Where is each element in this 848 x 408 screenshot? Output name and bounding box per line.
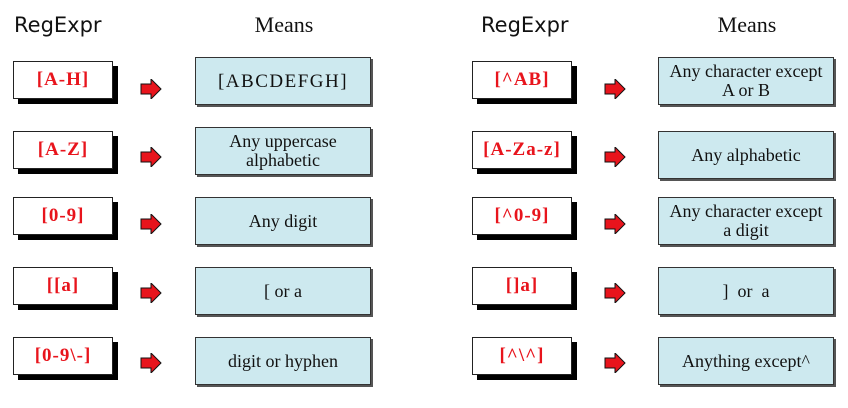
right-arrow-icon [604, 79, 626, 99]
right-regexpr-header: RegExpr [481, 13, 569, 37]
regex-expression-box: [^\^] [472, 337, 572, 375]
right-arrow-icon [140, 79, 162, 99]
meaning-box: Any character except a digit [658, 197, 834, 245]
left-means-header: Means [254, 12, 314, 37]
regex-expression-box: []a] [472, 267, 572, 305]
right-arrow-icon [604, 283, 626, 303]
right-means-header: Means [717, 12, 777, 37]
meaning-box: Anything except^ [658, 337, 834, 385]
meaning-box: Any digit [195, 197, 371, 245]
meaning-box: digit or hyphen [195, 337, 371, 385]
meaning-box: ] or a [658, 267, 834, 315]
right-arrow-icon [140, 147, 162, 167]
meaning-box: Any uppercase alphabetic [195, 127, 371, 175]
regex-expression-box: [^AB] [472, 61, 572, 99]
regex-expression-box: [^0-9] [472, 197, 572, 235]
right-arrow-icon [604, 353, 626, 373]
right-arrow-icon [604, 147, 626, 167]
regex-expression-box: [[a] [13, 267, 113, 305]
left-regexpr-header: RegExpr [14, 13, 102, 37]
right-arrow-icon [140, 283, 162, 303]
regex-expression-box: [A-Z] [13, 131, 113, 169]
right-arrow-icon [140, 214, 162, 234]
meaning-box: [ABCDEFGH] [195, 57, 371, 105]
meaning-box: Any alphabetic [658, 131, 834, 179]
meaning-box: [ or a [195, 267, 371, 315]
regex-expression-box: [0-9] [13, 197, 113, 235]
regex-expression-box: [A-H] [13, 61, 113, 99]
regex-expression-box: [A-Za-z] [472, 131, 572, 169]
regex-expression-box: [0-9\-] [13, 337, 113, 375]
right-arrow-icon [604, 214, 626, 234]
right-arrow-icon [140, 353, 162, 373]
meaning-box: Any character except A or B [658, 57, 834, 105]
